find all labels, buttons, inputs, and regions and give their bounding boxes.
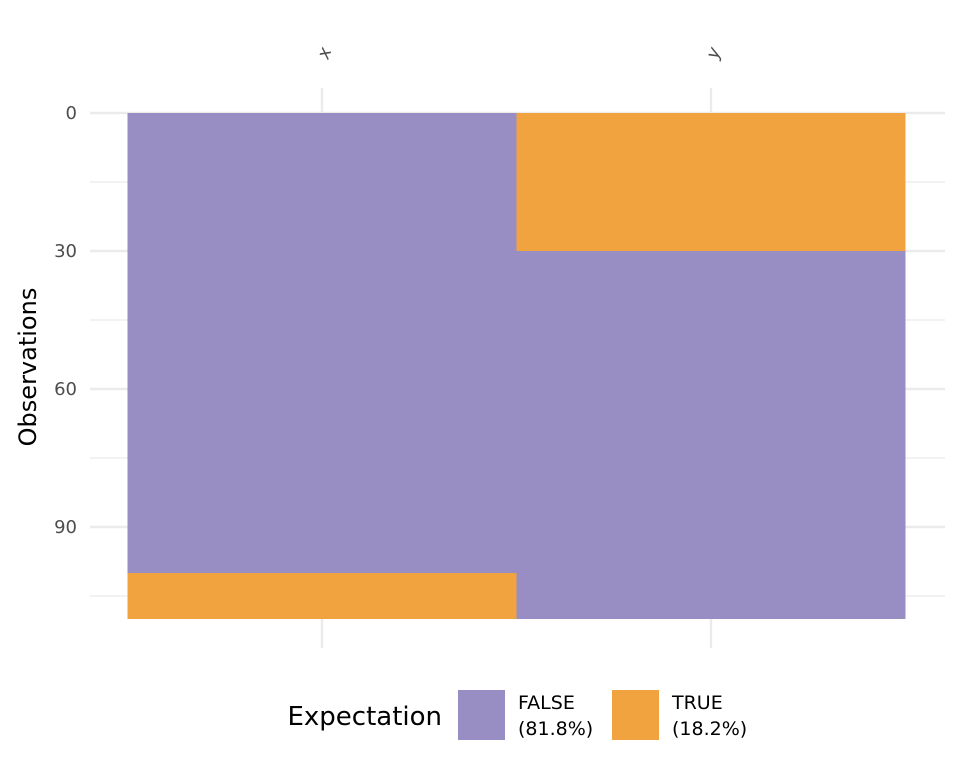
legend-title: Expectation xyxy=(287,702,442,732)
legend: Expectation FALSE (81.8%) TRUE (18.2%) xyxy=(287,690,747,740)
y-tick-labels: 0 30 60 90 xyxy=(54,103,77,538)
legend-item-true: TRUE (18.2%) xyxy=(612,690,747,740)
y-tick-label: 60 xyxy=(54,379,77,400)
y-tick-label: 30 xyxy=(54,241,77,262)
legend-percent: (18.2%) xyxy=(672,718,747,740)
x-tick-label: y xyxy=(702,44,726,62)
tile-x-true xyxy=(127,573,517,619)
legend-swatch xyxy=(612,690,659,740)
legend-item-false: FALSE (81.8%) xyxy=(458,690,593,740)
legend-swatch xyxy=(458,690,505,740)
tile-y-false xyxy=(516,251,906,619)
y-tick-label: 0 xyxy=(66,103,77,124)
tiles xyxy=(127,113,906,619)
legend-percent: (81.8%) xyxy=(518,718,593,740)
x-tick-label: x xyxy=(313,44,337,62)
tile-x-false xyxy=(127,113,517,573)
y-tick-label: 90 xyxy=(54,517,77,538)
y-axis-title: Observations xyxy=(14,288,42,447)
tile-y-true xyxy=(516,113,906,251)
legend-label: FALSE xyxy=(518,692,575,714)
legend-label: TRUE xyxy=(671,692,723,714)
